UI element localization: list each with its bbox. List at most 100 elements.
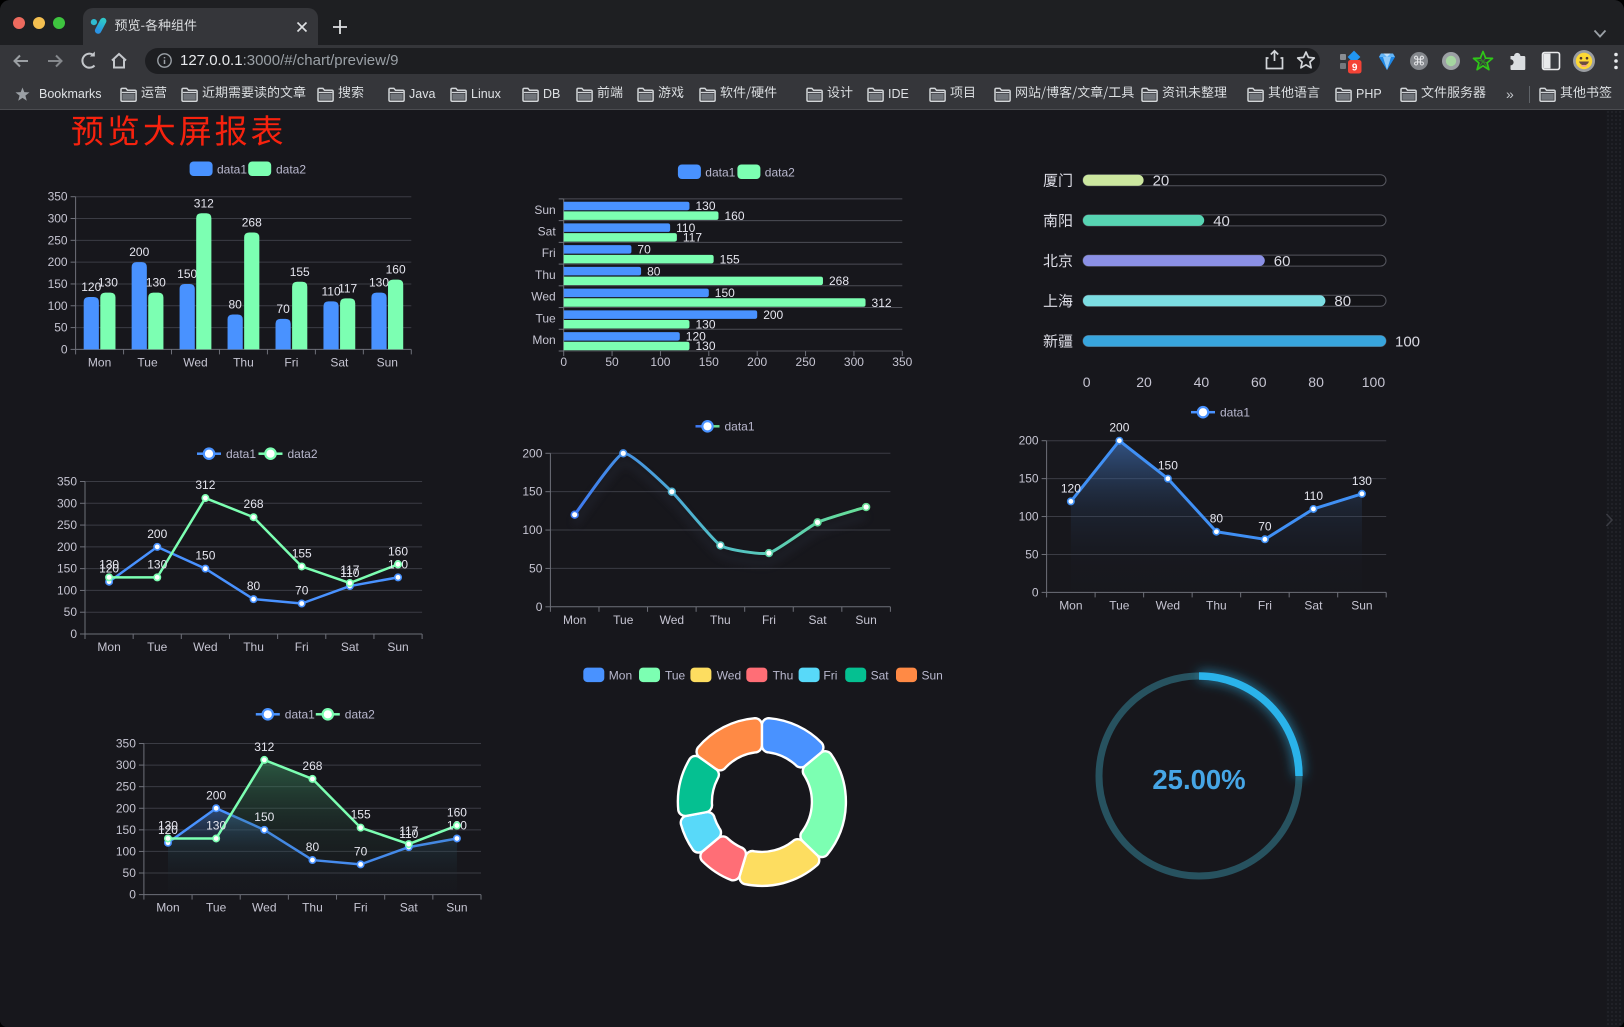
svg-text:200: 200 bbox=[1109, 421, 1129, 435]
svg-text:80: 80 bbox=[247, 579, 261, 593]
svg-text:312: 312 bbox=[195, 478, 215, 492]
svg-text:data1: data1 bbox=[1220, 406, 1250, 420]
svg-text:Thu: Thu bbox=[710, 613, 731, 627]
svg-text:130: 130 bbox=[147, 557, 167, 571]
svg-text:Sat: Sat bbox=[341, 640, 360, 654]
svg-text:data2: data2 bbox=[765, 166, 795, 180]
svg-text:350: 350 bbox=[57, 475, 77, 489]
svg-text:300: 300 bbox=[48, 212, 68, 226]
svg-text:130: 130 bbox=[206, 818, 226, 832]
svg-text:20: 20 bbox=[1136, 374, 1152, 390]
svg-text:Sun: Sun bbox=[387, 640, 408, 654]
svg-text:130: 130 bbox=[369, 276, 389, 290]
svg-text:0: 0 bbox=[560, 355, 567, 369]
svg-text:25.00%: 25.00% bbox=[1152, 764, 1245, 795]
svg-text:312: 312 bbox=[254, 740, 274, 754]
svg-text:data1: data1 bbox=[705, 166, 735, 180]
svg-text:120: 120 bbox=[158, 823, 178, 837]
svg-text:200: 200 bbox=[48, 255, 68, 269]
svg-text:Mon: Mon bbox=[563, 613, 586, 627]
svg-text:Wed: Wed bbox=[193, 640, 217, 654]
svg-text:Sun: Sun bbox=[377, 355, 398, 369]
svg-text:312: 312 bbox=[872, 296, 892, 310]
svg-text:Tue: Tue bbox=[1109, 598, 1130, 612]
svg-text:80: 80 bbox=[1308, 374, 1324, 390]
svg-text:0: 0 bbox=[536, 600, 543, 614]
svg-text:Thu: Thu bbox=[233, 355, 254, 369]
svg-text:Fri: Fri bbox=[284, 355, 298, 369]
svg-text:150: 150 bbox=[715, 286, 735, 300]
svg-text:Sat: Sat bbox=[1304, 598, 1323, 612]
svg-text:150: 150 bbox=[254, 810, 274, 824]
svg-text:200: 200 bbox=[522, 446, 542, 460]
svg-text:80: 80 bbox=[1210, 512, 1224, 526]
svg-text:200: 200 bbox=[57, 540, 77, 554]
svg-text:50: 50 bbox=[605, 355, 619, 369]
svg-text:Tue: Tue bbox=[137, 355, 158, 369]
svg-text:150: 150 bbox=[522, 485, 542, 499]
svg-text:Mon: Mon bbox=[609, 669, 632, 683]
svg-text:Tue: Tue bbox=[206, 901, 227, 915]
svg-text:Fri: Fri bbox=[762, 613, 776, 627]
svg-text:200: 200 bbox=[129, 245, 149, 259]
svg-text:data2: data2 bbox=[276, 163, 306, 177]
svg-text:Thu: Thu bbox=[302, 901, 323, 915]
svg-text:150: 150 bbox=[1158, 459, 1178, 473]
svg-text:Sun: Sun bbox=[1351, 598, 1372, 612]
svg-text:130: 130 bbox=[695, 339, 715, 353]
svg-text:150: 150 bbox=[1019, 472, 1039, 486]
svg-text:268: 268 bbox=[244, 497, 264, 511]
svg-text:160: 160 bbox=[447, 806, 467, 820]
svg-text:80: 80 bbox=[228, 298, 242, 312]
svg-text:100: 100 bbox=[116, 844, 136, 858]
svg-text:0: 0 bbox=[1083, 374, 1091, 390]
svg-text:200: 200 bbox=[1019, 434, 1039, 448]
svg-text:70: 70 bbox=[354, 844, 368, 858]
svg-text:120: 120 bbox=[99, 562, 119, 576]
svg-text:130: 130 bbox=[695, 199, 715, 213]
svg-text:70: 70 bbox=[637, 243, 651, 257]
svg-text:80: 80 bbox=[1334, 293, 1351, 310]
svg-text:data2: data2 bbox=[345, 708, 375, 722]
svg-text:Wed: Wed bbox=[660, 613, 684, 627]
svg-text:0: 0 bbox=[1032, 585, 1039, 599]
svg-text:40: 40 bbox=[1194, 374, 1210, 390]
svg-text:⌘: ⌘ bbox=[1413, 54, 1426, 69]
svg-text:0: 0 bbox=[61, 342, 68, 356]
svg-text:117: 117 bbox=[338, 281, 357, 295]
svg-text:Tue: Tue bbox=[665, 669, 686, 683]
svg-text:155: 155 bbox=[720, 252, 740, 266]
svg-text:data2: data2 bbox=[288, 447, 318, 461]
svg-text:117: 117 bbox=[683, 231, 702, 245]
svg-text:Fri: Fri bbox=[295, 640, 309, 654]
svg-text:300: 300 bbox=[116, 758, 136, 772]
svg-text:250: 250 bbox=[796, 355, 816, 369]
svg-text:Fri: Fri bbox=[823, 669, 837, 683]
svg-text:Thu: Thu bbox=[535, 268, 556, 282]
svg-text:250: 250 bbox=[57, 518, 77, 532]
svg-text:Mon: Mon bbox=[532, 333, 555, 347]
svg-text:160: 160 bbox=[388, 544, 408, 558]
svg-text:160: 160 bbox=[386, 263, 406, 277]
svg-text:Thu: Thu bbox=[1206, 598, 1227, 612]
svg-text:Mon: Mon bbox=[156, 901, 179, 915]
svg-text:60: 60 bbox=[1251, 374, 1267, 390]
svg-text:350: 350 bbox=[892, 355, 912, 369]
svg-text:Wed: Wed bbox=[717, 669, 741, 683]
svg-text:data1: data1 bbox=[285, 708, 315, 722]
svg-text:50: 50 bbox=[529, 561, 543, 575]
svg-text:20: 20 bbox=[1153, 173, 1170, 190]
svg-text:50: 50 bbox=[123, 866, 137, 880]
svg-text:Sat: Sat bbox=[400, 901, 419, 915]
svg-text:200: 200 bbox=[747, 355, 767, 369]
svg-text:130: 130 bbox=[99, 557, 119, 571]
svg-text:Wed: Wed bbox=[531, 290, 555, 304]
svg-text:50: 50 bbox=[64, 605, 78, 619]
svg-text:Thu: Thu bbox=[773, 669, 794, 683]
svg-text:110: 110 bbox=[676, 221, 695, 235]
svg-text:80: 80 bbox=[647, 264, 661, 278]
svg-text:150: 150 bbox=[699, 355, 719, 369]
svg-text:350: 350 bbox=[48, 190, 68, 204]
svg-text:120: 120 bbox=[81, 280, 101, 294]
svg-text:250: 250 bbox=[48, 233, 68, 247]
